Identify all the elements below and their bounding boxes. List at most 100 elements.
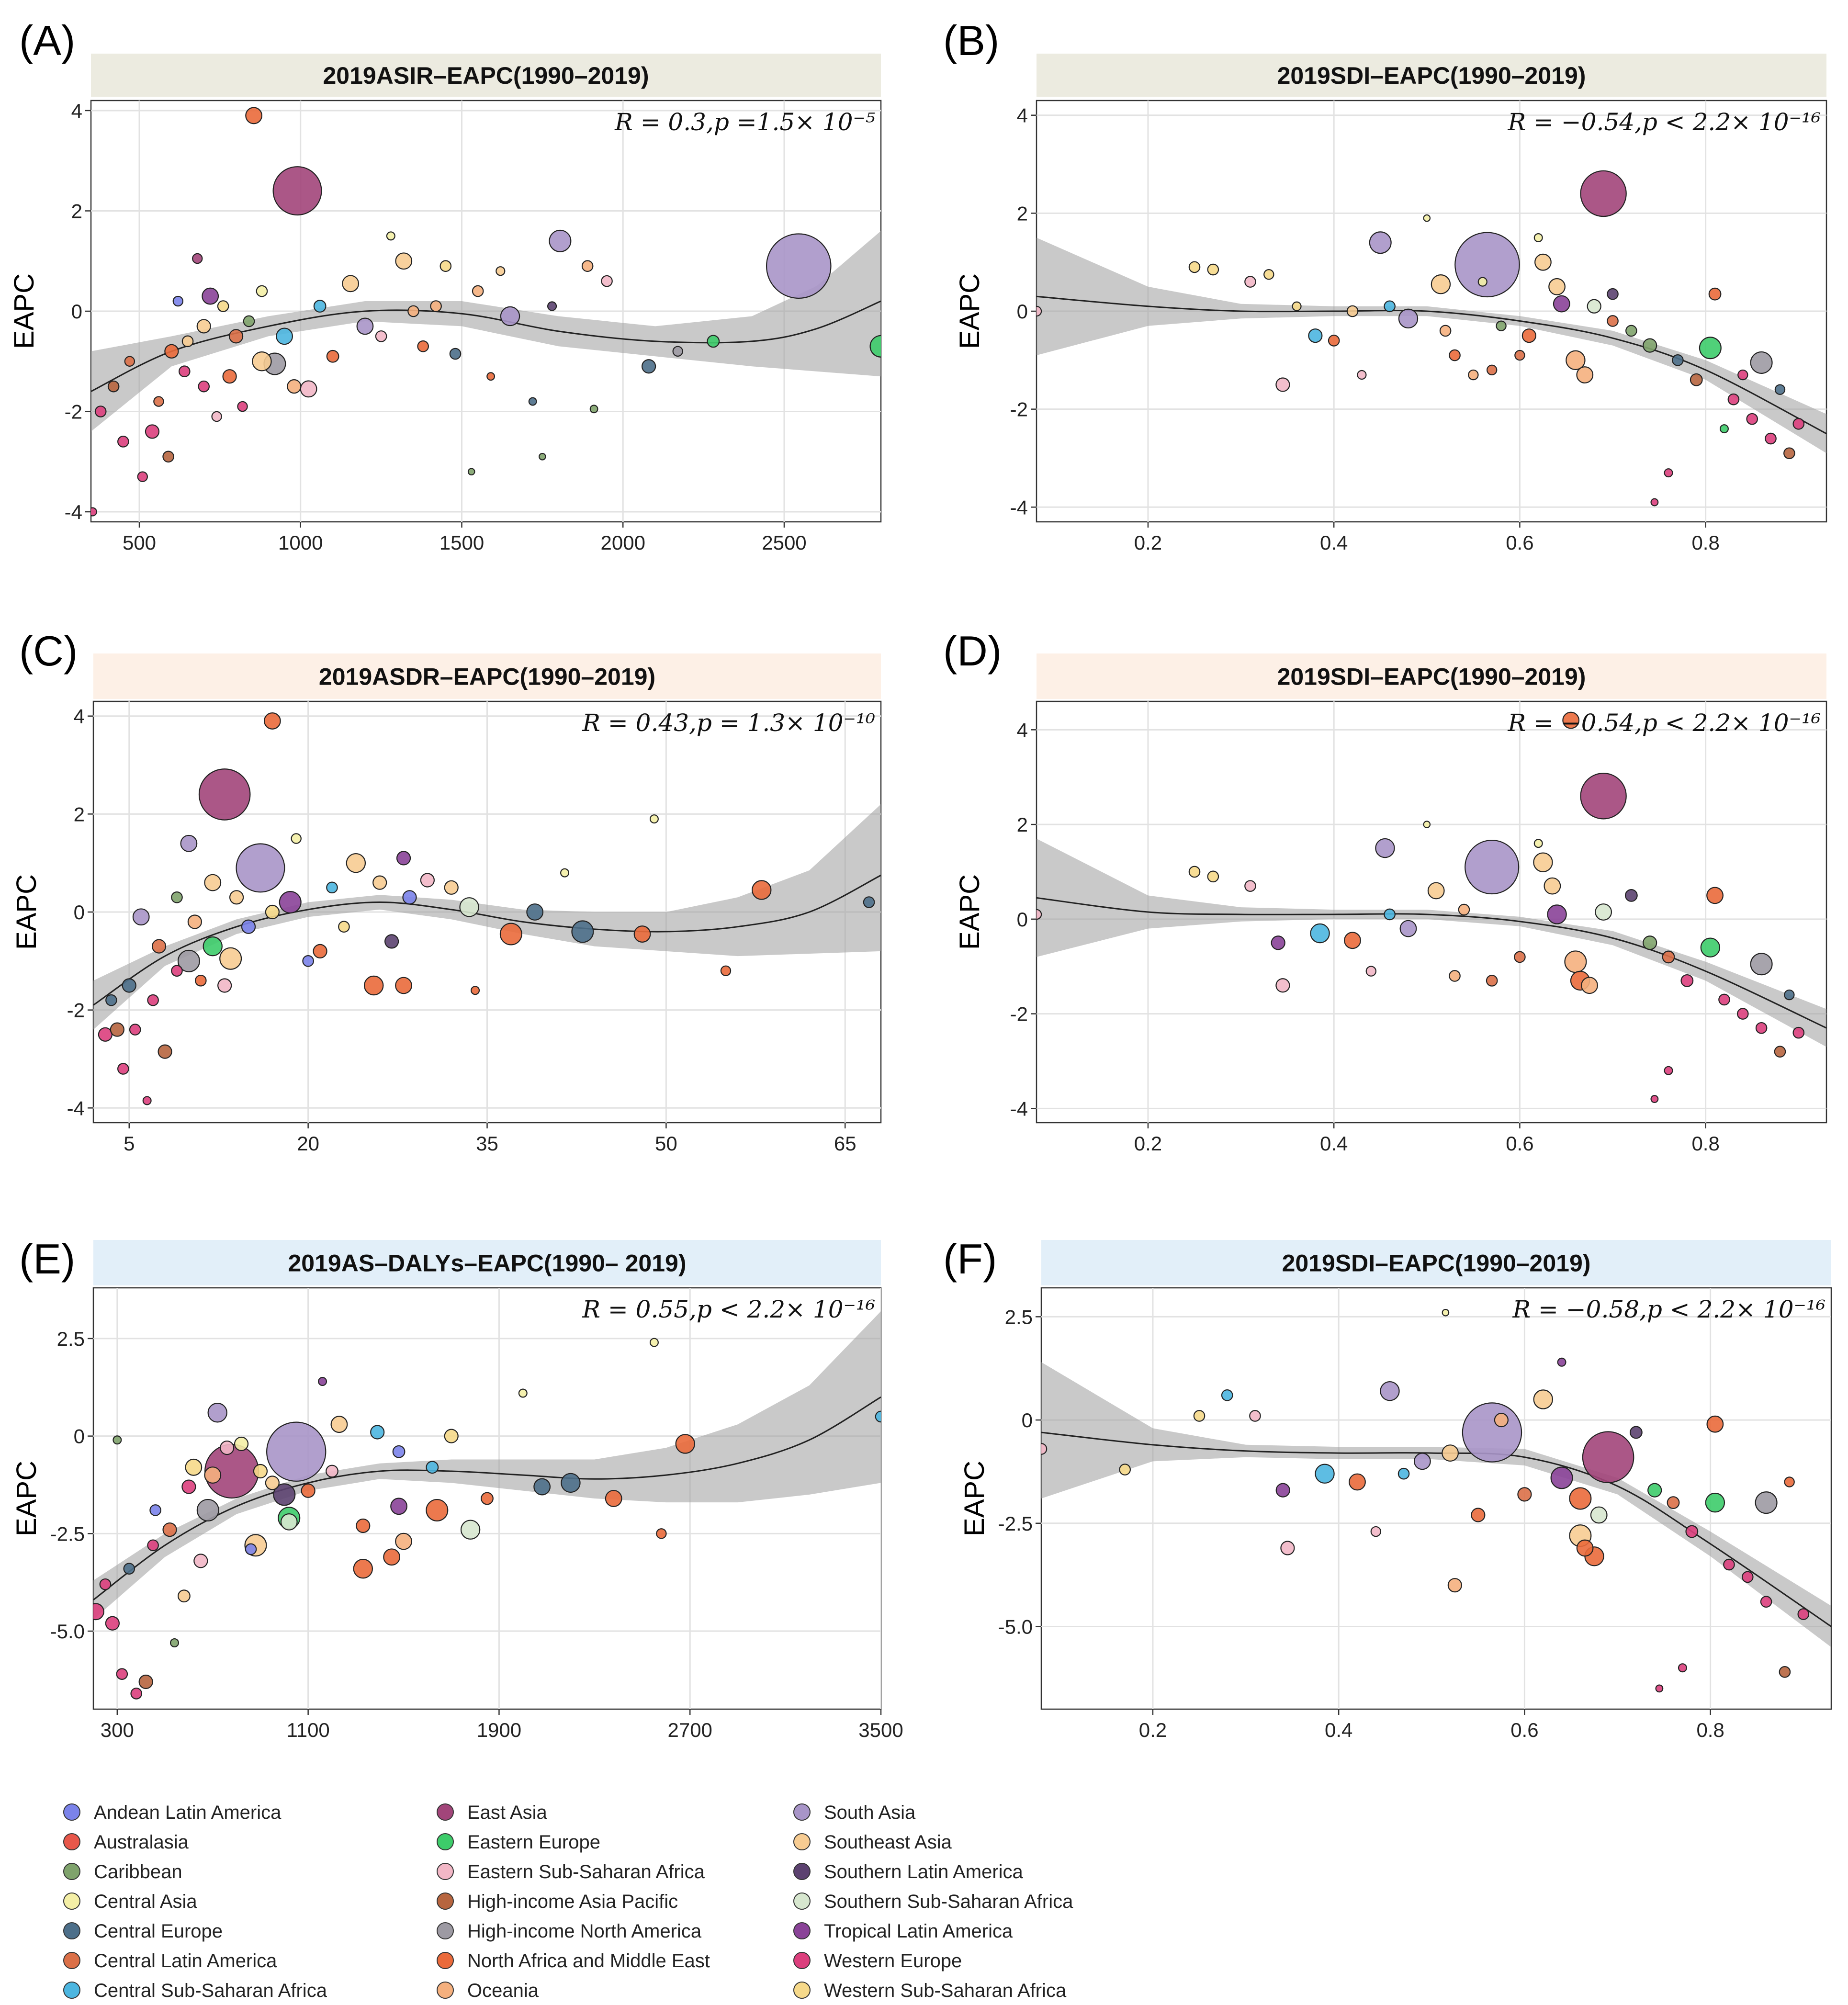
data-point: Central Sub-Saharan Africa [1397, 1467, 1410, 1480]
data-point: Central Latin America [1514, 951, 1526, 963]
legend-item: Eastern Europe [437, 1832, 600, 1853]
legend-item: Southern Sub-Saharan Africa [793, 1891, 1073, 1912]
data-point: Central Latin America [1662, 950, 1675, 964]
data-point: Andean Latin America [241, 919, 256, 934]
data-point: Andean Latin America [245, 1543, 257, 1555]
y-tick-label: 2 [1017, 202, 1028, 225]
legend-item: Oceania [437, 1980, 539, 2001]
legend-label: Central Europe [94, 1921, 223, 1942]
data-point: Central Latin America [1607, 315, 1619, 327]
panel-2: (B) 2019SDI–EAPC(1990–2019) South Asia East… [943, 17, 1827, 554]
data-point: Central Latin America [1517, 1487, 1532, 1502]
data-point: Southeast Asia [330, 1416, 348, 1433]
data-point: South Asia [1369, 231, 1392, 254]
data-point: Central Europe [1784, 989, 1795, 1001]
data-point: Central Sub-Saharan Africa [1310, 923, 1330, 944]
data-point: North Africa and Middle East [164, 344, 179, 359]
data-point: Western Sub-Saharan Africa [1263, 269, 1274, 280]
plot-content: South Asia East Asia South Asia Eastern Eur… [91, 101, 881, 522]
data-point: Western Sub-Saharan Africa [217, 300, 229, 312]
data-point: North Africa and Middle East [720, 965, 732, 976]
panel-letter: (B) [943, 17, 999, 64]
data-point: South Asia [132, 908, 150, 926]
legend-label: Southern Latin America [824, 1861, 1024, 1882]
correlation-annotation: R = −0.58,p < 2.2× 10⁻¹⁶ [1512, 1295, 1825, 1323]
data-point: North Africa and Middle East [471, 986, 480, 995]
data-point: South Asia [766, 233, 832, 299]
data-point: Southern Latin America [1624, 889, 1638, 902]
data-point: Eastern Sub-Saharan Africa [1357, 370, 1367, 380]
data-point: Central Latin America [153, 396, 164, 407]
y-tick-label: 4 [71, 100, 82, 122]
data-point: High-income Asia Pacific [1774, 1046, 1786, 1058]
legend-label: South Asia [824, 1802, 916, 1823]
data-point: Tropical Latin America [1553, 295, 1570, 313]
legend-label: Central Latin America [94, 1950, 277, 1971]
legend-label: Andean Latin America [94, 1802, 282, 1823]
data-point: Andean Latin America [402, 890, 417, 905]
data-point: Tropical Latin America [396, 851, 411, 866]
data-point: Western Sub-Saharan Africa [185, 1458, 203, 1476]
data-point: Southeast Asia [252, 351, 272, 372]
y-tick-label: 2 [1017, 813, 1028, 836]
data-point: Oceania [472, 285, 484, 297]
data-point: Western Europe [1723, 1558, 1735, 1571]
y-tick-label: 4 [74, 705, 85, 728]
data-point: Western Europe [1685, 1525, 1699, 1538]
data-point: Central Europe [863, 896, 875, 908]
data-point: South Asia [356, 317, 374, 335]
data-point: Eastern Sub-Saharan Africa [601, 275, 613, 287]
fit-line [93, 874, 881, 1006]
data-point: High-income North America [177, 949, 200, 972]
panel-title: 2019SDI–EAPC(1990–2019) [1282, 1250, 1591, 1277]
data-point: Central Europe [533, 1478, 551, 1496]
data-point: North Africa and Middle East [263, 712, 281, 730]
legend-swatch [437, 1833, 454, 1850]
data-point: North Africa and Middle East [752, 880, 772, 900]
data-point: North Africa and Middle East [1708, 287, 1722, 301]
data-point: Western Europe [1741, 1571, 1754, 1583]
data-point: Central Asia [386, 231, 395, 241]
data-point: North Africa and Middle East [675, 1434, 695, 1454]
data-point: Southeast Asia [178, 1589, 191, 1603]
data-point: Oceania [1447, 1578, 1462, 1593]
panel-6: (F) 2019SDI–EAPC(1990–2019) South Asia East… [943, 1235, 1832, 1741]
legend-label: Australasia [94, 1832, 189, 1853]
legend-item: North Africa and Middle East [437, 1950, 710, 1971]
x-tick-label: 0.4 [1325, 1719, 1352, 1741]
data-point: Eastern Sub-Saharan Africa [420, 873, 435, 888]
data-point: North Africa and Middle East [364, 975, 384, 996]
y-axis-label: EAPC [954, 874, 985, 950]
data-point: Central Europe [105, 994, 117, 1006]
data-point: Eastern Sub-Saharan Africa [1244, 276, 1256, 288]
data-point: Southeast Asia [1548, 278, 1566, 295]
data-point: Central Latin America [1514, 349, 1525, 361]
y-axis-label: EAPC [11, 874, 42, 950]
data-point: Tropical Latin America [390, 1498, 407, 1515]
data-point: Tropical Latin America [318, 1377, 327, 1386]
data-point: North Africa and Middle East [605, 1490, 622, 1507]
data-point: Central Latin America [162, 1522, 177, 1537]
data-point: North Africa and Middle East [1706, 1415, 1724, 1433]
data-point: Tropical Latin America [1557, 1357, 1566, 1367]
data-point: Oceania [1576, 366, 1594, 383]
data-point: North Africa and Middle East [417, 340, 429, 352]
data-point: Caribbean [113, 1435, 122, 1445]
title-strip [1037, 54, 1826, 97]
panel-title: 2019ASIR–EAPC(1990–2019) [323, 62, 649, 89]
legend-label: High-income Asia Pacific [467, 1891, 678, 1912]
legend-label: Southern Sub-Saharan Africa [824, 1891, 1073, 1912]
fit-line [93, 1396, 881, 1601]
data-point: Andean Latin America [302, 955, 314, 967]
data-point: Central Latin America [1667, 1496, 1680, 1509]
data-point: Eastern Europe [1719, 424, 1729, 434]
data-point: Eastern Europe [1700, 937, 1721, 957]
legend-label: Tropical Latin America [824, 1921, 1013, 1942]
data-point: Western Europe [1792, 418, 1805, 430]
data-point: Central Latin America [1486, 975, 1498, 987]
correlation-annotation: R = 0.3,p =1.5× 10⁻⁵ [614, 108, 875, 136]
x-tick-label: 5 [124, 1132, 135, 1155]
data-point: Eastern Europe [1647, 1483, 1662, 1498]
legend-swatch [437, 1892, 454, 1910]
